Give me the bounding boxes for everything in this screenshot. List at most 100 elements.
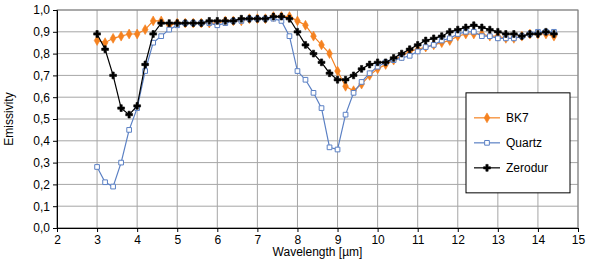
marker: [206, 18, 212, 28]
marker: [142, 61, 149, 68]
marker: [150, 31, 157, 38]
x-tick-mark: [498, 228, 499, 232]
legend-item: Zerodur: [474, 161, 548, 175]
x-tick: 11: [412, 228, 425, 247]
plot: 234567891011121314150,00,10,20,30,40,50,…: [33, 3, 585, 246]
marker: [326, 70, 333, 77]
y-tick-mark: [53, 10, 57, 11]
y-tick-label: 0,7: [33, 69, 50, 83]
x-tick-label: 7: [255, 233, 262, 247]
y-tick-mark: [53, 206, 57, 207]
x-tick-mark: [458, 228, 459, 232]
x-tick-mark: [297, 228, 298, 232]
x-tick-label: 5: [174, 233, 181, 247]
y-tick-label: 0,5: [33, 112, 50, 126]
y-tick: 0,9: [33, 25, 57, 39]
y-tick: 0,5: [33, 112, 57, 126]
marker: [214, 17, 221, 24]
y-tick: 1,0: [33, 3, 57, 17]
y-tick-mark: [53, 54, 57, 55]
marker: [126, 111, 133, 118]
marker: [327, 49, 333, 59]
marker: [415, 49, 420, 54]
marker: [350, 72, 357, 79]
grid-line-y: [57, 53, 578, 54]
y-axis-title: Emissivity: [2, 92, 16, 145]
y-tick-mark: [53, 184, 57, 185]
marker: [551, 31, 557, 41]
y-tick-label: 1,0: [33, 3, 50, 17]
marker: [238, 15, 245, 22]
y-tick-label: 0,0: [33, 221, 50, 235]
marker: [167, 27, 172, 32]
marker: [111, 184, 116, 189]
grid-line-y: [57, 206, 578, 207]
marker: [190, 20, 197, 27]
x-tick-mark: [378, 228, 379, 232]
x-tick-mark: [257, 228, 258, 232]
marker: [230, 16, 236, 26]
y-tick: 0,4: [33, 134, 57, 148]
y-tick-mark: [53, 32, 57, 33]
x-tick-mark: [418, 228, 419, 232]
marker: [254, 15, 261, 22]
y-tick-label: 0,1: [33, 200, 50, 214]
marker: [470, 22, 477, 29]
legend-label: BK7: [506, 111, 529, 125]
marker: [110, 72, 117, 79]
x-tick: 2: [54, 228, 61, 247]
marker: [430, 35, 437, 42]
marker: [535, 31, 542, 38]
marker: [471, 29, 476, 34]
marker: [526, 31, 533, 38]
marker: [126, 29, 132, 39]
y-tick: 0,6: [33, 91, 57, 105]
legend-item: Quartz: [474, 136, 542, 150]
marker: [366, 61, 373, 68]
marker: [198, 18, 204, 28]
x-tick-label: 15: [572, 233, 586, 247]
marker: [407, 53, 412, 58]
marker: [118, 31, 124, 41]
x-tick-label: 12: [452, 233, 466, 247]
marker: [174, 18, 180, 28]
marker: [214, 18, 220, 28]
marker: [454, 26, 461, 33]
marker: [134, 29, 140, 39]
marker: [118, 105, 125, 112]
x-axis: 23456789101112131415: [54, 228, 585, 247]
x-tick-mark: [177, 228, 178, 232]
x-axis-line: [58, 229, 579, 233]
marker: [166, 20, 173, 27]
x-tick-mark: [578, 228, 579, 232]
marker: [446, 28, 453, 35]
marker: [319, 106, 324, 111]
legend-marker: [484, 113, 490, 123]
marker: [102, 46, 109, 53]
marker: [310, 50, 317, 57]
marker: [518, 33, 525, 40]
x-tick-label: 6: [214, 233, 221, 247]
y-axis-line: [53, 11, 58, 229]
marker: [478, 24, 485, 31]
marker: [406, 46, 413, 53]
marker: [103, 180, 108, 185]
legend-item: BK7: [474, 111, 529, 125]
x-tick: 15: [572, 228, 586, 247]
legend-marker: [485, 140, 490, 145]
marker: [398, 50, 405, 57]
marker: [351, 86, 357, 96]
y-tick: 0,0: [33, 221, 57, 235]
marker: [222, 17, 229, 24]
marker: [262, 15, 269, 22]
x-tick: 5: [174, 228, 181, 247]
grid-line-y: [57, 75, 578, 76]
marker: [359, 80, 364, 85]
x-tick: 8: [295, 228, 302, 247]
marker: [367, 70, 373, 80]
marker: [462, 24, 469, 31]
marker: [134, 102, 141, 109]
marker: [543, 28, 550, 35]
legend-label: Quartz: [506, 136, 542, 150]
legend-label: Zerodur: [506, 161, 548, 175]
